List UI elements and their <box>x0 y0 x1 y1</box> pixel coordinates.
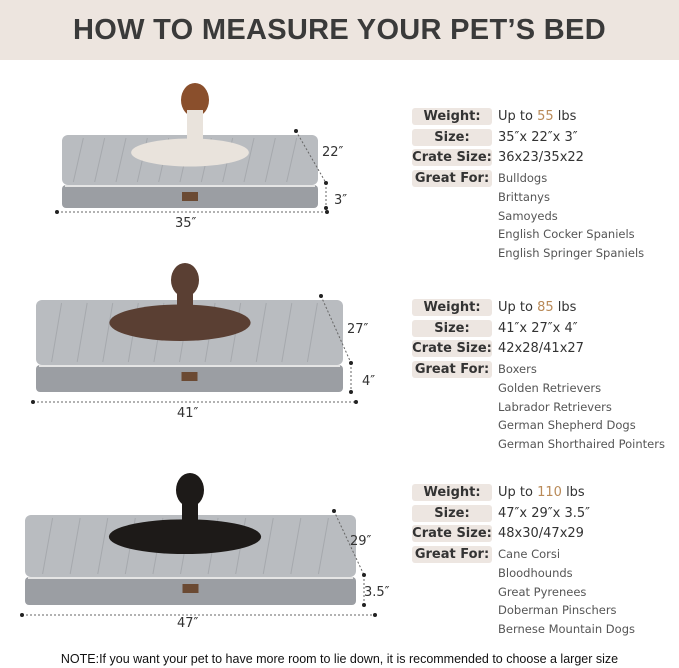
weight-unit: lbs <box>557 109 577 124</box>
dimension-width: 29″ <box>350 534 372 549</box>
breed-item: English Springer Spaniels <box>498 246 645 261</box>
spec-value-weight: Up to 110 lbs <box>498 484 585 501</box>
spec-label-great_for: Great For: <box>412 360 492 378</box>
dog-head <box>171 263 199 297</box>
spec-value-size: 41″x 27″x 4″ <box>498 320 578 336</box>
breed-item: Cane Corsi <box>498 547 561 561</box>
dog-body <box>108 519 262 555</box>
dimension-length: 35″ <box>175 216 197 231</box>
brand-tag <box>182 584 199 593</box>
spec-label-crate: Crate Size: <box>412 525 492 542</box>
spec-label-great_for: Great For: <box>412 169 492 187</box>
breed-item: Boxers <box>498 362 537 376</box>
dimension-length: 41″ <box>177 406 199 421</box>
dimension-height: 3.5″ <box>364 585 390 600</box>
breed-item: Bulldogs <box>498 171 548 185</box>
brand-tag <box>182 192 198 201</box>
dimension-height: 3″ <box>334 193 348 208</box>
breed-item: Great Pyrenees <box>498 584 587 599</box>
note-text: NOTE:If you want your pet to have more r… <box>60 652 619 666</box>
dog-body <box>109 304 251 341</box>
spec-label-size: Size: <box>412 319 492 337</box>
spec-label-weight: Weight: <box>412 484 492 501</box>
weight-prefix: Up to <box>498 300 533 315</box>
breed-item: Labrador Retrievers <box>498 399 612 414</box>
header-banner: HOW TO MEASURE YOUR PET’S BED <box>0 0 679 60</box>
weight-number: 110 <box>537 485 562 500</box>
breed-item: English Cocker Spaniels <box>498 227 635 242</box>
breed-item: Doberman Pinschers <box>498 603 617 618</box>
page-title: HOW TO MEASURE YOUR PET’S BED <box>73 13 606 46</box>
spec-value-weight: Up to 85 lbs <box>498 299 576 316</box>
spec-label-great_for: Great For: <box>412 545 492 563</box>
dimension-height: 4″ <box>362 374 376 389</box>
breed-item: Brittanys <box>498 189 550 204</box>
spec-value-crate: 48x30/47x29 <box>498 526 584 541</box>
spec-value-crate: 42x28/41x27 <box>498 341 584 356</box>
spec-value-crate: 36x23/35x22 <box>498 150 584 165</box>
spec-value-size: 35″x 22″x 3″ <box>498 129 578 145</box>
spec-value-weight: Up to 55 lbs <box>498 108 576 125</box>
spec-label-weight: Weight: <box>412 108 492 125</box>
breed-item: Bernese Mountain Dogs <box>498 622 635 637</box>
weight-number: 55 <box>537 109 554 124</box>
spec-label-crate: Crate Size: <box>412 149 492 166</box>
weight-unit: lbs <box>566 485 585 500</box>
breed-item: Bloodhounds <box>498 565 573 580</box>
width-line <box>320 295 352 364</box>
spec-label-weight: Weight: <box>412 299 492 316</box>
dimension-width: 27″ <box>347 322 369 337</box>
dog-body <box>131 138 249 167</box>
weight-prefix: Up to <box>498 485 533 500</box>
breed-item: Samoyeds <box>498 208 558 223</box>
spec-label-size: Size: <box>412 128 492 146</box>
brand-tag <box>181 372 198 381</box>
spec-label-crate: Crate Size: <box>412 340 492 357</box>
breed-item: German Shorthaired Pointers <box>498 437 665 452</box>
weight-prefix: Up to <box>498 109 533 124</box>
weight-number: 85 <box>537 300 554 315</box>
weight-unit: lbs <box>557 300 577 315</box>
dimension-width: 22″ <box>322 145 344 160</box>
dog-head <box>176 473 204 507</box>
dog-head <box>181 83 209 117</box>
dimension-length: 47″ <box>177 616 199 631</box>
spec-label-size: Size: <box>412 504 492 522</box>
spec-value-size: 47″x 29″x 3.5″ <box>498 505 590 521</box>
breed-item: German Shepherd Dogs <box>498 418 636 433</box>
breed-item: Golden Retrievers <box>498 380 602 395</box>
